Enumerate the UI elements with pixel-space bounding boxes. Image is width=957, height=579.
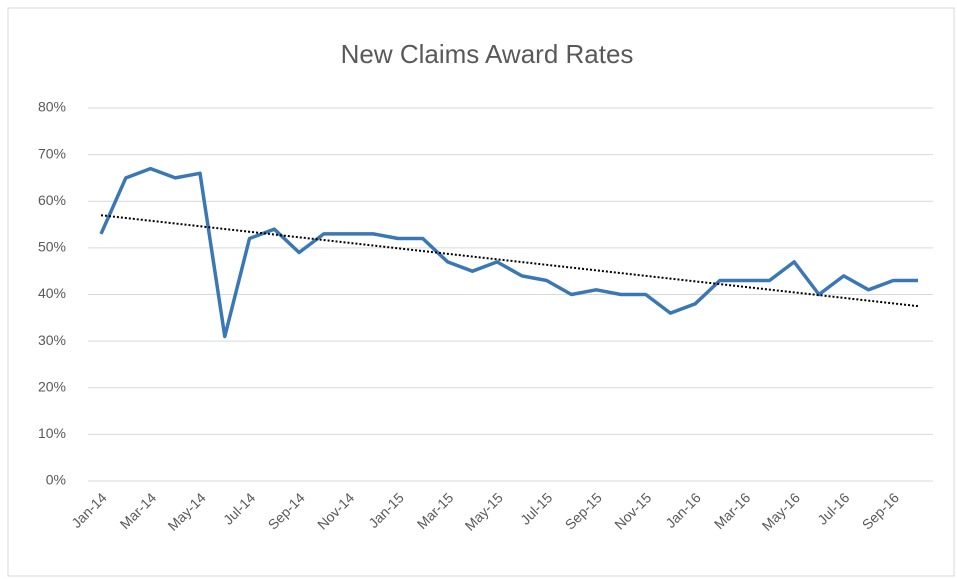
y-tick-label: 30% [38, 332, 66, 348]
y-tick-label: 10% [38, 425, 66, 441]
chart-title: New Claims Award Rates [341, 39, 634, 69]
y-tick-label: 70% [38, 145, 66, 161]
y-tick-label: 50% [38, 239, 66, 255]
y-tick-label: 0% [46, 472, 66, 488]
y-tick-label: 80% [38, 99, 66, 115]
chart-frame [7, 7, 955, 577]
y-tick-label: 20% [38, 378, 66, 394]
trendline [100, 214, 919, 308]
data-line [99, 166, 918, 339]
y-tick-label: 60% [38, 192, 66, 208]
y-tick-label: 40% [38, 285, 66, 301]
